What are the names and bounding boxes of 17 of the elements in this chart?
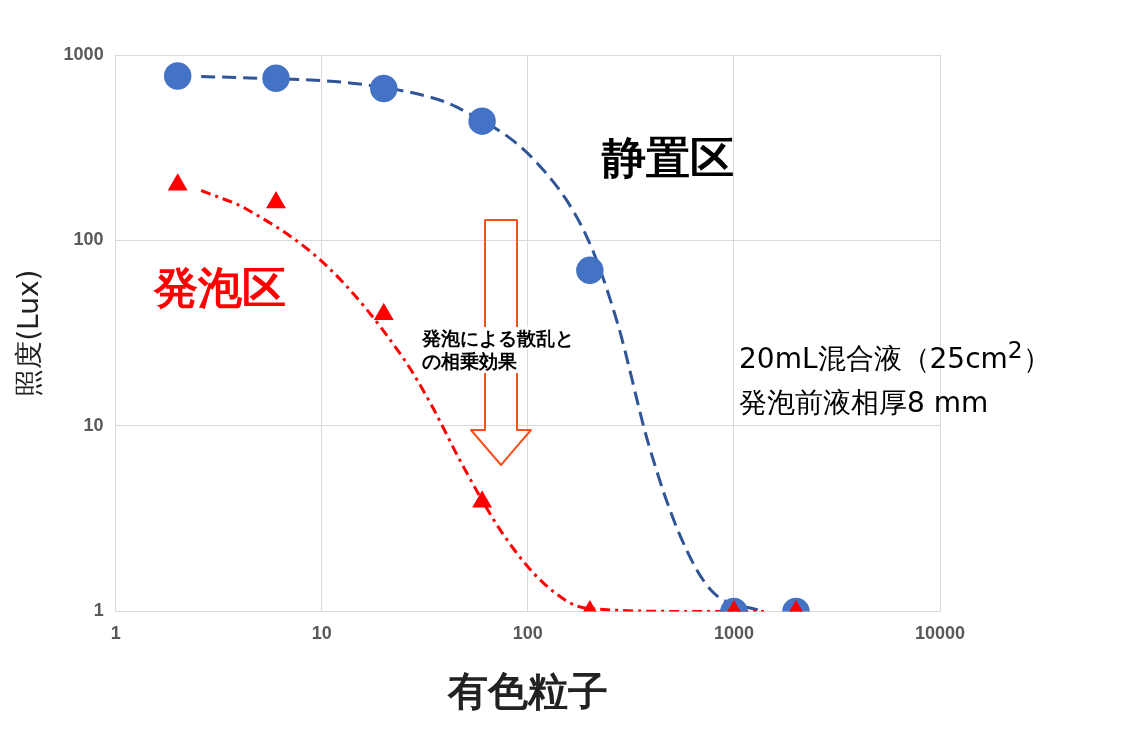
x-axis-title: 有色粒子 [446,668,608,715]
y-tick-label: 100 [73,229,104,250]
x-tick-label: 100 [512,623,543,644]
y-axis-title: 照度(Lux) [12,269,46,397]
x-tick-label: 1 [110,623,121,644]
y-tick-label: 10 [83,414,104,435]
x-tick-label: 10000 [914,623,966,644]
annotation: の相乗効果 [418,350,521,373]
x-tick-label: 10 [311,623,332,644]
x-tick-label: 1000 [713,623,754,644]
annotation: 発泡前液相厚8 mm [738,386,990,420]
annotation: 発泡区 [150,262,290,315]
annotation: 20mL混合液（25cm$^{2}$） [738,336,1052,376]
y-tick-label: 1 [93,600,104,621]
annotation: 発泡による散乱と [418,327,578,350]
annotation: 静置区 [600,132,735,185]
y-tick-label: 1000 [63,43,104,64]
